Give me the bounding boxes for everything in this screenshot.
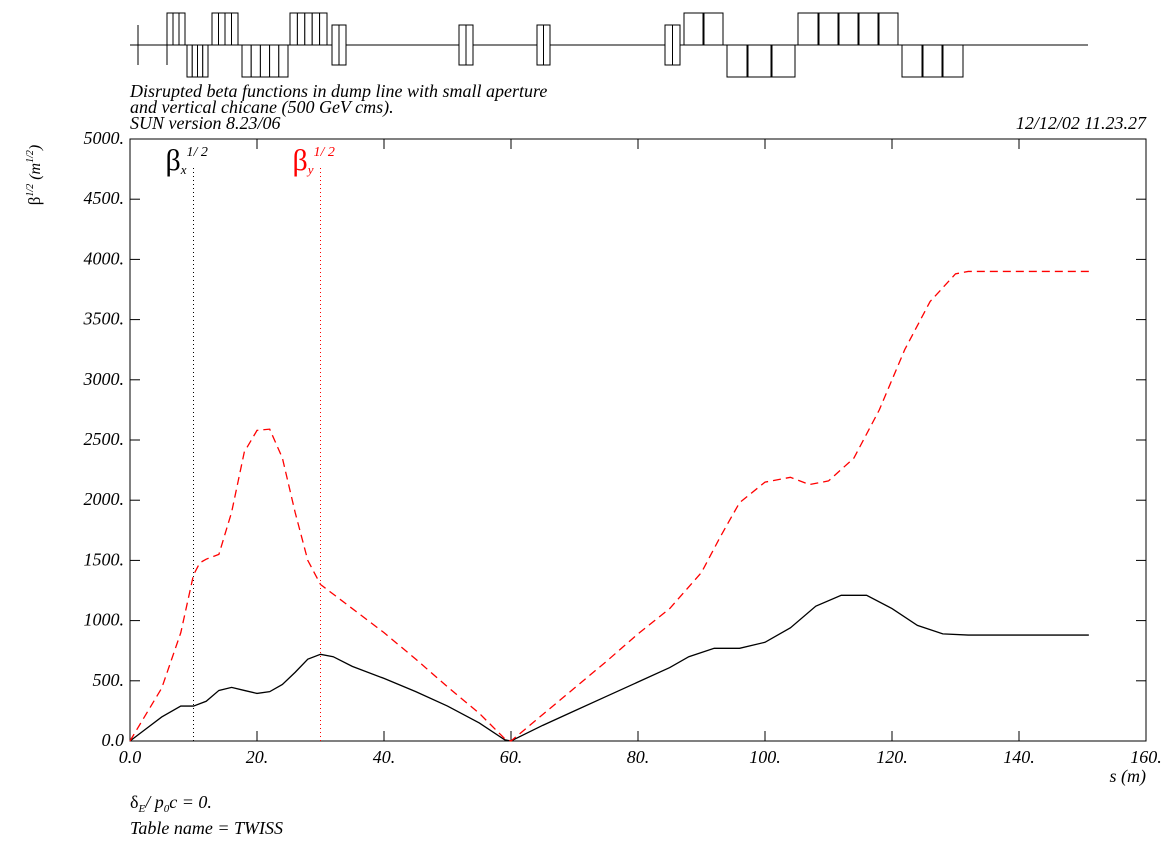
element	[296, 12, 306, 46]
y-tick-label: 4000.	[84, 248, 125, 268]
x-tick-label: 40.	[373, 747, 396, 767]
x-label: s (m)	[1110, 766, 1147, 787]
element	[319, 12, 328, 46]
element	[818, 12, 839, 46]
element	[338, 24, 347, 66]
element	[878, 12, 899, 46]
element	[536, 24, 544, 66]
element	[726, 44, 748, 78]
element	[241, 44, 252, 78]
y-tick-label: 5000.	[84, 128, 125, 148]
element	[703, 12, 724, 46]
y-tick-label: 3500.	[83, 309, 125, 329]
y-tick-label: 0.0	[102, 730, 125, 750]
element	[197, 44, 204, 78]
element	[922, 44, 943, 78]
x-tick-label: 0.0	[119, 747, 142, 767]
lattice-diagram	[130, 12, 1088, 78]
y-label: β1/2 (m1/2)	[25, 145, 44, 205]
x-tick-label: 140.	[1003, 747, 1035, 767]
series-line	[129, 270, 1089, 742]
element	[289, 12, 298, 46]
legend-subscript: x	[180, 162, 187, 177]
element	[458, 24, 467, 66]
element	[311, 12, 321, 46]
element	[218, 12, 226, 46]
element	[465, 24, 474, 66]
x-tick-label: 80.	[627, 747, 650, 767]
element	[901, 44, 923, 78]
element	[269, 44, 280, 78]
element	[747, 44, 772, 78]
y-tick-label: 2000.	[84, 489, 125, 509]
legend-subscript: y	[306, 162, 314, 177]
element	[202, 44, 209, 78]
title: Disrupted beta functions in dump line wi…	[129, 81, 547, 101]
x-tick-label: 100.	[749, 747, 781, 767]
element	[304, 12, 313, 46]
element	[278, 44, 289, 78]
x-tick-label: 60.	[500, 747, 523, 767]
legend-superscript: 1/ 2	[314, 145, 335, 160]
element	[838, 12, 859, 46]
element	[942, 44, 964, 78]
x-tick-label: 120.	[876, 747, 908, 767]
y-tick-label: 500.	[93, 670, 125, 690]
legend-superscript: 1/ 2	[187, 145, 208, 160]
x-tick-label: 160.	[1130, 747, 1162, 767]
timestamp: 12/12/02 11.23.27	[1016, 113, 1147, 133]
y-tick-label: 1000.	[84, 610, 125, 630]
y-tick-label: 2500.	[84, 429, 125, 449]
element	[858, 12, 879, 46]
table-name: Table name = TWISS	[130, 818, 283, 838]
element	[172, 12, 180, 46]
x-tick-label: 20.	[246, 747, 269, 767]
element	[186, 44, 193, 78]
element	[231, 12, 239, 46]
title: and vertical chicane (500 GeV cms).	[130, 97, 394, 118]
element	[259, 44, 271, 78]
element	[771, 44, 796, 78]
element	[178, 12, 186, 46]
element	[191, 44, 198, 78]
element	[166, 12, 174, 46]
footer: δE/ p0c = 0.	[130, 792, 212, 815]
element	[672, 24, 681, 66]
element	[331, 24, 340, 66]
element	[224, 12, 232, 46]
element	[250, 44, 261, 78]
element	[211, 12, 219, 46]
element	[797, 12, 819, 46]
element	[664, 24, 673, 66]
legend-symbol: β	[293, 144, 308, 177]
element	[543, 24, 551, 66]
legend-symbol: β	[166, 144, 181, 177]
element	[683, 12, 704, 46]
legend-entry: βy1/ 2	[293, 144, 335, 177]
y-tick-label: 3000.	[83, 369, 125, 389]
legend-entry: βx1/ 2	[166, 144, 208, 177]
series-line	[129, 594, 1089, 742]
plot-frame	[129, 138, 1147, 742]
y-tick-label: 4500.	[84, 188, 125, 208]
version: SUN version 8.23/06	[130, 113, 281, 133]
y-tick-label: 1500.	[84, 549, 125, 569]
